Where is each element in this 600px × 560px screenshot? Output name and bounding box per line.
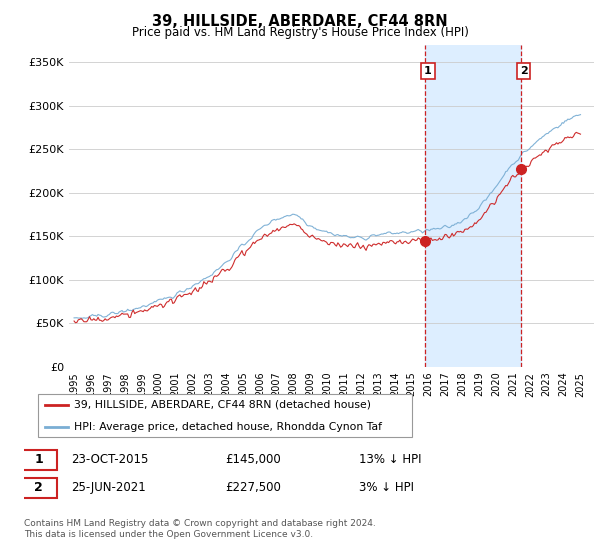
Text: £227,500: £227,500 bbox=[225, 481, 281, 494]
Text: HPI: Average price, detached house, Rhondda Cynon Taf: HPI: Average price, detached house, Rhon… bbox=[74, 422, 382, 432]
Text: 2: 2 bbox=[520, 66, 527, 76]
FancyBboxPatch shape bbox=[20, 450, 58, 470]
Text: Price paid vs. HM Land Registry's House Price Index (HPI): Price paid vs. HM Land Registry's House … bbox=[131, 26, 469, 39]
Text: 2: 2 bbox=[34, 481, 43, 494]
Text: £145,000: £145,000 bbox=[225, 453, 281, 466]
FancyBboxPatch shape bbox=[20, 478, 58, 498]
Text: 1: 1 bbox=[424, 66, 432, 76]
Text: 39, HILLSIDE, ABERDARE, CF44 8RN: 39, HILLSIDE, ABERDARE, CF44 8RN bbox=[152, 14, 448, 29]
Text: 23-OCT-2015: 23-OCT-2015 bbox=[71, 453, 149, 466]
Text: 3% ↓ HPI: 3% ↓ HPI bbox=[359, 481, 414, 494]
Text: 13% ↓ HPI: 13% ↓ HPI bbox=[359, 453, 421, 466]
Text: Contains HM Land Registry data © Crown copyright and database right 2024.
This d: Contains HM Land Registry data © Crown c… bbox=[24, 520, 376, 539]
Text: 25-JUN-2021: 25-JUN-2021 bbox=[71, 481, 146, 494]
Text: 39, HILLSIDE, ABERDARE, CF44 8RN (detached house): 39, HILLSIDE, ABERDARE, CF44 8RN (detach… bbox=[74, 400, 371, 410]
Text: 1: 1 bbox=[34, 453, 43, 466]
Bar bbox=[425, 45, 521, 367]
FancyBboxPatch shape bbox=[38, 394, 412, 437]
